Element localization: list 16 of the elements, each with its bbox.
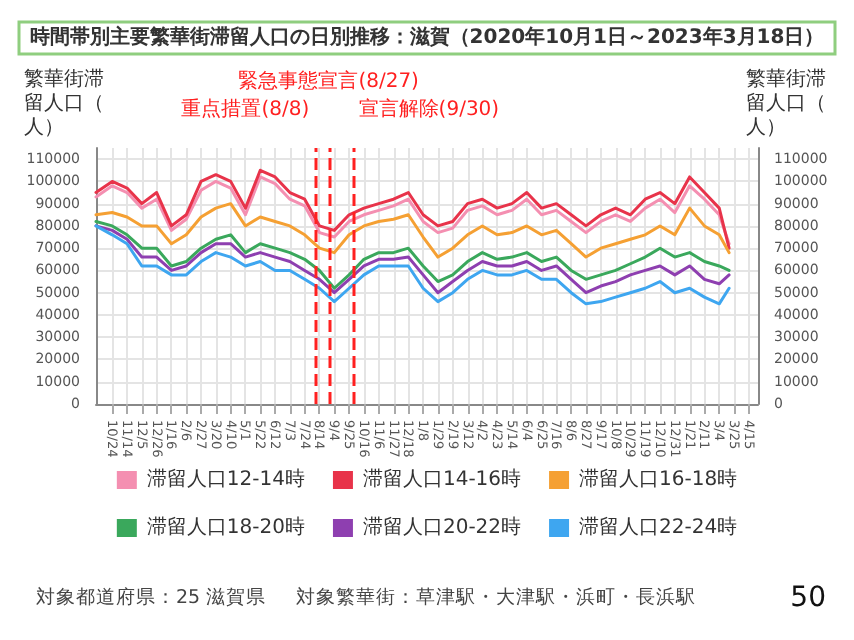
ref-line-label: 重点措置(8/8)	[181, 97, 310, 121]
chart-title: 時間帯別主要繁華街滞留人口の日別推移：滋賀（2020年10月1日～2023年3月18日）	[29, 25, 825, 49]
legend-label: 滞留人口22-24時	[579, 515, 738, 539]
ref-line-label: 緊急事態宣言(8/27)	[238, 69, 420, 93]
legend-label: 滞留人口12-14時	[146, 467, 305, 491]
y2-axis-title: 繁華街滞留人口（人）	[746, 67, 826, 139]
y-axis-title: 繁華街滞留人口（人）	[24, 67, 104, 139]
legend-label: 滞留人口16-18時	[579, 467, 738, 491]
text: 対象繁華街：草津駅・大津駅・浜町・長浜駅	[296, 585, 696, 609]
legend-label: 滞留人口18-20時	[146, 515, 305, 539]
legend-label: 滞留人口20-22時	[362, 515, 522, 539]
text: 対象都道府県：25 滋賀県	[36, 585, 267, 609]
ref-line-label: 宣言解除(9/30)	[358, 97, 500, 121]
text: 50	[790, 582, 827, 614]
line-series	[94, 202, 731, 259]
legend-label: 滞留人口14-16時	[362, 467, 522, 491]
